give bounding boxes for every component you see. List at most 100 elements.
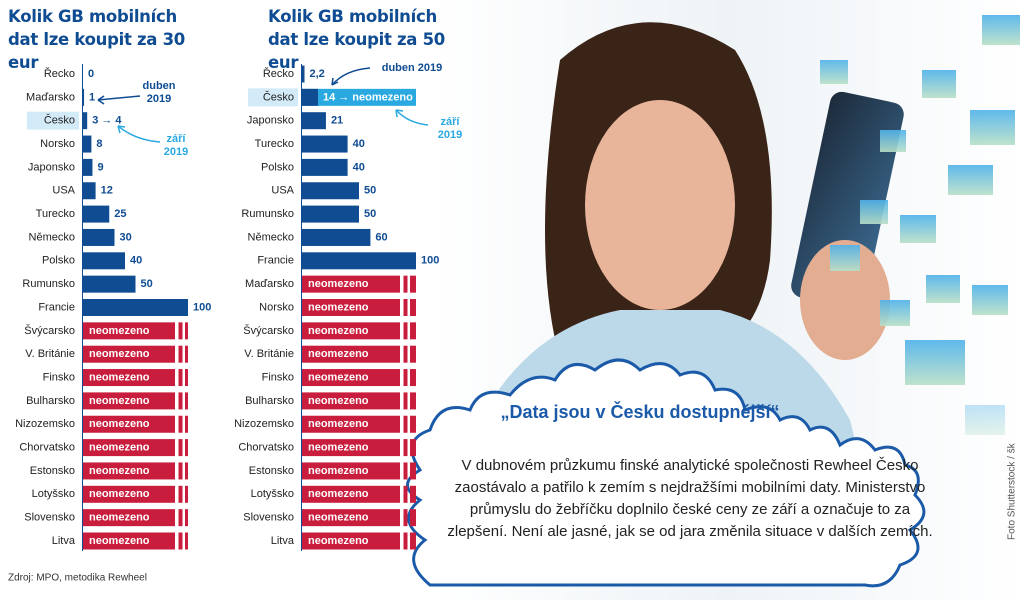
- highlight: [27, 111, 79, 130]
- bar: [83, 252, 125, 270]
- category-label: Švýcarsko: [243, 324, 294, 337]
- category-label: Maďarsko: [245, 278, 294, 290]
- unlimited-bar: [302, 299, 400, 316]
- category-label: USA: [271, 185, 294, 197]
- source: Zdroj: MPO, metodika Rewheel: [8, 573, 147, 584]
- category-label: Francie: [38, 301, 75, 313]
- value-label: 50: [141, 278, 153, 290]
- unlimited-bar: [83, 439, 175, 457]
- value-label: neomezeno: [89, 465, 150, 477]
- category-label: Slovensko: [24, 512, 75, 524]
- bar: [83, 182, 96, 200]
- value-label: 2,2: [310, 68, 325, 80]
- unlimited-bar: [302, 439, 400, 457]
- value-label: neomezeno: [308, 301, 369, 313]
- value-label: neomezeno: [89, 371, 150, 383]
- unlimited-bar: [302, 322, 400, 340]
- category-label: Lotyšsko: [32, 488, 75, 500]
- value-label: 60: [375, 231, 387, 243]
- quote-text: V dubnovém průzkumu finské analytické sp…: [447, 457, 933, 540]
- category-label: Japonsko: [247, 115, 294, 127]
- annotation: září 2019: [437, 116, 463, 141]
- value-label: 40: [130, 255, 142, 267]
- bar: [83, 228, 115, 246]
- value-label: neomezeno: [89, 442, 150, 454]
- unlimited-bar: [83, 485, 175, 503]
- unlimited-bar: [83, 322, 175, 340]
- value-label: neomezeno: [308, 465, 369, 477]
- category-label: Estonsko: [249, 465, 294, 477]
- category-label: Slovensko: [243, 512, 294, 524]
- category-label: Norsko: [259, 301, 294, 313]
- annotation: duben 2019: [142, 80, 176, 105]
- bar: [302, 88, 318, 106]
- value-label: 40: [353, 138, 365, 150]
- category-label: Litva: [52, 535, 76, 547]
- value-label: neomezeno: [89, 535, 150, 547]
- value-label: 1: [89, 91, 95, 103]
- unlimited-bar: [302, 275, 400, 293]
- bar: [302, 65, 305, 83]
- unlimited-bar: [83, 532, 175, 550]
- category-label: Rumunsko: [22, 278, 75, 290]
- category-label: Norsko: [40, 138, 75, 150]
- value-label: neomezeno: [308, 418, 369, 430]
- value-label: neomezeno: [89, 418, 150, 430]
- value-label: neomezeno: [308, 325, 369, 337]
- category-label: Litva: [271, 535, 295, 547]
- category-label: Polsko: [42, 255, 75, 267]
- unlimited-bar: [83, 345, 175, 363]
- value-label: 40: [353, 161, 365, 173]
- unlimited-bar: [83, 369, 175, 387]
- value-label: 0: [88, 68, 94, 80]
- bar: [302, 112, 326, 130]
- unlimited-bar: [83, 462, 175, 480]
- category-label: Česko: [263, 90, 294, 103]
- value-label: 9: [97, 161, 103, 173]
- value-label: neomezeno: [308, 488, 369, 500]
- bar: [83, 158, 93, 176]
- category-label: Chorvatsko: [19, 442, 75, 454]
- category-label: Finsko: [43, 371, 75, 383]
- annotation: duben 2019: [381, 62, 443, 74]
- category-label: Česko: [44, 114, 75, 127]
- value-label: neomezeno: [308, 442, 369, 454]
- category-label: Finsko: [262, 371, 294, 383]
- category-label: Nizozemsko: [15, 418, 75, 430]
- value-label: 14 → neomezeno: [323, 91, 413, 103]
- category-label: Chorvatsko: [238, 442, 294, 454]
- unlimited-bar: [302, 369, 400, 387]
- quote-title: „Data jsou v Česku dostupnější“: [500, 402, 780, 422]
- value-label: neomezeno: [89, 488, 150, 500]
- unlimited-bar: [83, 509, 175, 527]
- category-label: Bulharsko: [245, 395, 294, 407]
- value-label: 50: [364, 185, 376, 197]
- bar: [302, 158, 348, 176]
- value-label: neomezeno: [308, 371, 369, 383]
- category-label: Polsko: [261, 161, 294, 173]
- value-label: 100: [193, 301, 211, 313]
- category-label: V. Británie: [25, 348, 75, 360]
- category-label: Německo: [29, 231, 75, 243]
- value-label: 8: [96, 138, 102, 150]
- bar: [83, 88, 85, 106]
- bar: [83, 275, 136, 293]
- value-label: 30: [120, 231, 132, 243]
- bar: [83, 205, 110, 223]
- chart-title: Kolik GB mobilních dat lze koupit za 30 …: [8, 7, 185, 72]
- category-label: Řecko: [263, 67, 294, 80]
- bar: [302, 182, 359, 200]
- value-label: neomezeno: [308, 348, 369, 360]
- bar: [302, 252, 416, 270]
- annotation: září 2019: [163, 133, 189, 158]
- category-label: Lotyšsko: [251, 488, 294, 500]
- photo-credit: Foto Shutterstock / šk: [1007, 442, 1018, 540]
- unlimited-bar: [83, 392, 175, 410]
- category-label: Rumunsko: [241, 208, 294, 220]
- category-label: Japonsko: [28, 161, 75, 173]
- category-label: Turecko: [255, 138, 294, 150]
- unlimited-bar: [302, 415, 400, 433]
- value-label: neomezeno: [89, 512, 150, 524]
